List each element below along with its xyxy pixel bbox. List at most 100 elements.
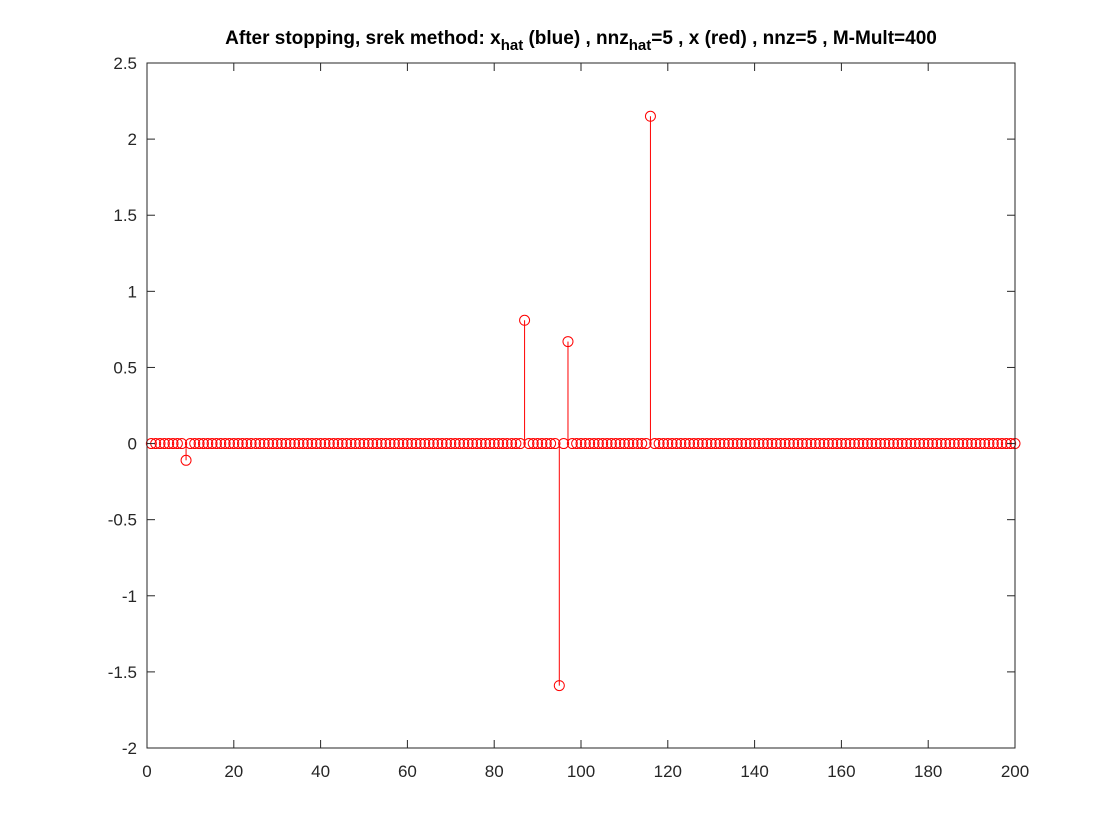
x-tick-label: 60 [398, 762, 417, 781]
stem-marker [506, 438, 518, 450]
title-segment: (blue) , nnz [523, 28, 629, 49]
stem-marker [996, 438, 1008, 450]
stem-marker [610, 438, 622, 450]
stem-marker [358, 438, 370, 450]
stem-marker [336, 438, 348, 450]
stem-marker [184, 438, 196, 450]
stem-marker [432, 438, 444, 450]
x-tick-label: 200 [1001, 762, 1029, 781]
stem-marker [232, 438, 244, 450]
stem-marker [480, 438, 492, 450]
stem-marker [966, 438, 978, 450]
stem-marker [870, 438, 882, 450]
stem-marker [406, 438, 418, 450]
stem-marker [601, 438, 613, 450]
stem-marker [549, 438, 561, 450]
title-subscript: hat [629, 37, 652, 54]
stem-marker [588, 438, 600, 450]
stem-marker [193, 438, 205, 450]
stem-marker [341, 438, 353, 450]
stem-marker [210, 438, 222, 450]
stem-marker [874, 438, 886, 450]
stem-marker [267, 438, 279, 450]
stem-marker [657, 438, 669, 450]
stem-marker [349, 438, 361, 450]
stem-marker [206, 438, 218, 450]
stem-marker [488, 438, 500, 450]
stem-marker [380, 438, 392, 450]
stem-marker [1005, 438, 1017, 450]
stem-marker [306, 438, 318, 450]
stem-marker [979, 438, 991, 450]
stem-marker [688, 438, 700, 450]
stem-marker [718, 438, 730, 450]
stem-marker [475, 438, 487, 450]
stem-marker [371, 438, 383, 450]
stem-marker [302, 438, 314, 450]
stem-marker [154, 438, 166, 450]
stem-marker [857, 438, 869, 450]
chart-title: After stopping, srek method: xhat (blue)… [225, 28, 937, 54]
stem-marker [597, 438, 609, 450]
stem-marker [527, 438, 539, 450]
x-axis-ticks: 0 20 40 60 80 100 120 140 160 180 200 [142, 63, 1029, 781]
stem-marker [293, 438, 305, 450]
stem-marker [189, 438, 201, 450]
stem-marker [310, 438, 322, 450]
stem-marker [276, 438, 288, 450]
stem-marker [840, 438, 852, 450]
stem-marker [171, 438, 183, 450]
stem-marker [796, 438, 808, 450]
x-tick-label: 120 [654, 762, 682, 781]
stem-marker [354, 438, 366, 450]
stem-marker [736, 438, 748, 450]
stem-marker [853, 438, 865, 450]
stem-marker [384, 438, 396, 450]
stem-marker [714, 438, 726, 450]
stem-marker [167, 438, 179, 450]
stem-marker [332, 438, 344, 450]
stem-marker [940, 438, 952, 450]
stem-marker [493, 438, 505, 450]
stem-marker [740, 438, 752, 450]
stem-marker [679, 438, 691, 450]
stem-marker [219, 438, 231, 450]
stem-marker [289, 438, 301, 450]
stem-marker [323, 438, 335, 450]
stem-marker [614, 438, 626, 450]
stem-marker [653, 438, 665, 450]
stem-marker [280, 438, 292, 450]
x-tick-label: 80 [485, 762, 504, 781]
y-tick-label: -1.5 [108, 663, 137, 682]
stem-marker [245, 438, 257, 450]
stem-marker [909, 438, 921, 450]
stem-marker [315, 438, 327, 450]
stem-marker [519, 314, 531, 326]
x-tick-label: 0 [142, 762, 151, 781]
stem-marker [792, 438, 804, 450]
x-tick-label: 100 [567, 762, 595, 781]
stem-marker [744, 438, 756, 450]
stem-marker [163, 438, 175, 450]
markers-group [145, 110, 1021, 692]
stem-marker [328, 438, 340, 450]
y-tick-label: 0.5 [113, 358, 137, 377]
stem-marker [692, 438, 704, 450]
stem-marker [905, 438, 917, 450]
stem-marker [753, 438, 765, 450]
stem-marker [814, 438, 826, 450]
stem-marker [775, 438, 787, 450]
stem-marker [644, 110, 656, 122]
stem-marker [649, 438, 661, 450]
stem-marker [953, 438, 965, 450]
stem-marker [414, 438, 426, 450]
stem-marker [427, 438, 439, 450]
stem-marker [319, 438, 331, 450]
x-tick-label: 40 [311, 762, 330, 781]
stem-marker [388, 438, 400, 450]
y-tick-label: 0 [128, 435, 137, 454]
stem-marker [848, 438, 860, 450]
stem-marker [914, 438, 926, 450]
stem-marker [636, 438, 648, 450]
